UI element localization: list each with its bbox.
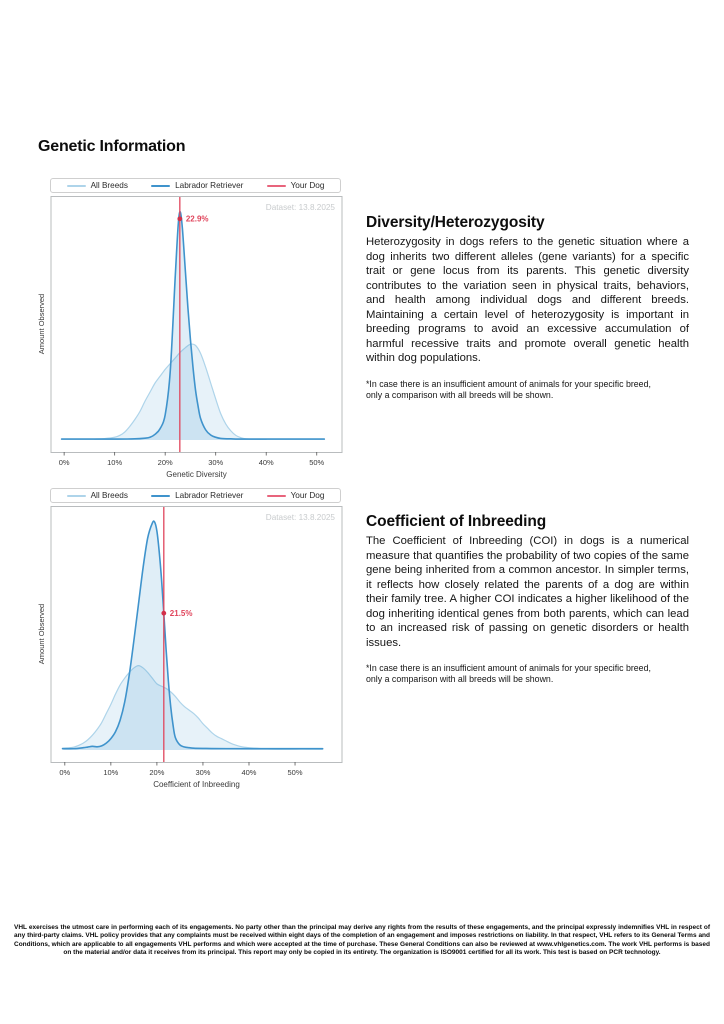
- labrador-retriever-line-swatch: [151, 494, 171, 497]
- dataset-label: Dataset: 13.8.2025: [266, 513, 336, 522]
- x-tick-label: 0%: [59, 768, 70, 777]
- labrador-retriever-line-swatch: [151, 184, 171, 187]
- your-dog-line-swatch: [266, 494, 286, 497]
- your-dog-marker-dot: [177, 216, 183, 222]
- your-dog-marker-label: 21.5%: [170, 609, 193, 618]
- legend-item-all-breeds: All Breeds: [66, 181, 128, 190]
- legal-footer: VHL exercises the utmost care in perform…: [14, 924, 710, 956]
- legend-label: Your Dog: [290, 181, 325, 190]
- coi-body: The Coefficient of Inbreeding (COI) in d…: [366, 535, 689, 649]
- x-tick-label: 30%: [208, 458, 223, 467]
- x-tick-label: 20%: [149, 768, 164, 777]
- diversity-heading: Diversity/Heterozygosity: [366, 214, 545, 231]
- x-tick-label: 10%: [107, 458, 122, 467]
- x-tick-label: 0%: [59, 458, 70, 467]
- your-dog-line-swatch: [266, 184, 286, 187]
- coi-section: Coefficient of Inbreeding The Coefficien…: [366, 513, 689, 685]
- dataset-label: Dataset: 13.8.2025: [266, 203, 336, 212]
- all-breeds-line-swatch: [66, 184, 86, 187]
- coi-footnote: *In case there is an insufficient amount…: [366, 663, 651, 684]
- legend-label: All Breeds: [90, 181, 128, 190]
- legend-item-all-breeds: All Breeds: [66, 491, 128, 500]
- page-title: Genetic Information: [38, 138, 186, 155]
- coi-heading: Coefficient of Inbreeding: [366, 513, 547, 530]
- your-dog-marker-dot: [161, 610, 167, 616]
- x-tick-label: 40%: [259, 458, 274, 467]
- y-axis-label: Amount Observed: [38, 294, 46, 354]
- x-axis-label: Genetic Diversity: [166, 470, 226, 479]
- x-tick-label: 30%: [195, 768, 210, 777]
- y-axis-label: Amount Observed: [38, 604, 46, 664]
- x-tick-label: 40%: [241, 768, 256, 777]
- plot-border: [50, 196, 343, 453]
- labrador-retriever-curve: [60, 211, 326, 440]
- plot-border: [50, 506, 343, 763]
- genetic-diversity-chart: 22.9% Dataset: 13.8.2025 0% 10% 20% 30% 40% 50%…: [38, 196, 343, 479]
- all-breeds-curve: [61, 665, 324, 750]
- legend-item-labrador-retriever: Labrador Retriever: [151, 491, 243, 500]
- legend-item-labrador-retriever: Labrador Retriever: [151, 181, 243, 190]
- x-tick-label: 50%: [309, 458, 324, 467]
- legend-label: Your Dog: [290, 491, 325, 500]
- legend-item-your-dog: Your Dog: [266, 491, 325, 500]
- labrador-retriever-area: [62, 521, 323, 750]
- genetic-diversity-legend: All Breeds Labrador Retriever Your Dog: [50, 178, 341, 193]
- x-axis-label: Coefficient of Inbreeding: [153, 780, 240, 789]
- legend-item-your-dog: Your Dog: [266, 181, 325, 190]
- x-tick-label: 10%: [103, 768, 118, 777]
- coi-legend: All Breeds Labrador Retriever Your Dog: [50, 488, 341, 503]
- legend-label: Labrador Retriever: [175, 491, 244, 500]
- legend-label: All Breeds: [90, 491, 128, 500]
- diversity-body: Heterozygosity in dogs refers to the gen…: [366, 236, 689, 364]
- your-dog-marker-label: 22.9%: [186, 214, 209, 223]
- x-tick-label: 50%: [288, 768, 303, 777]
- legend-label: Labrador Retriever: [175, 181, 244, 190]
- x-tick-label: 20%: [158, 458, 173, 467]
- diversity-section: Diversity/Heterozygosity Heterozygosity …: [366, 214, 689, 401]
- diversity-footnote: *In case there is an insufficient amount…: [366, 378, 651, 400]
- labrador-retriever-curve: [61, 520, 324, 750]
- coefficient-of-inbreeding-chart: 21.5% Dataset: 13.8.2025 0% 10% 20% 30% 40% 50%…: [38, 506, 343, 789]
- all-breeds-line-swatch: [66, 494, 86, 497]
- labrador-retriever-area: [61, 211, 325, 440]
